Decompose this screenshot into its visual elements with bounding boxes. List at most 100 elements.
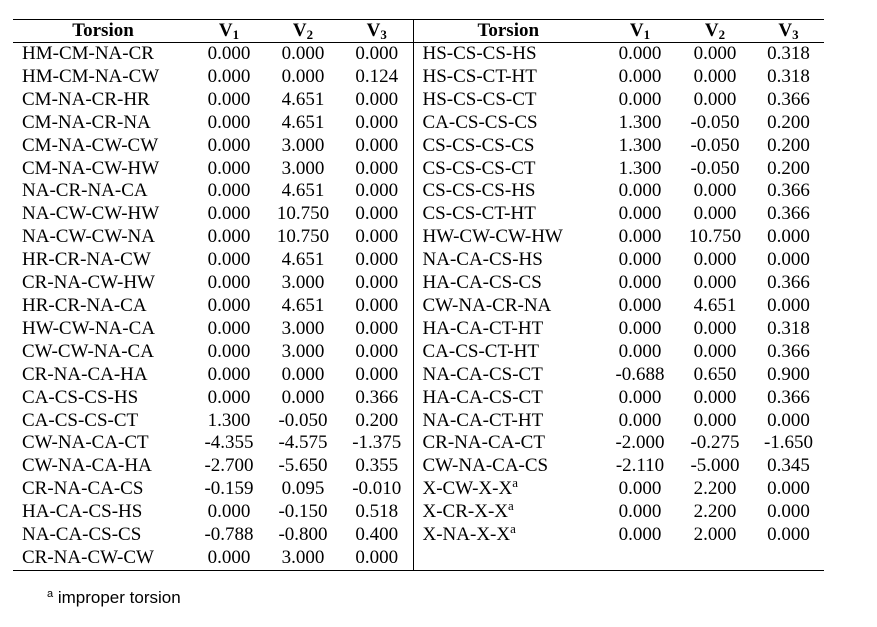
torsion-name: HR-CR-NA-CA (13, 295, 193, 318)
torsion-label: CW-NA-CA-CS (422, 455, 549, 477)
value-text: 0.900 (767, 363, 810, 385)
v1-value: 0.000 (603, 180, 677, 203)
v2-value: 0.000 (677, 341, 753, 364)
improper-marker: a (508, 498, 514, 514)
v1-value: 0.000 (603, 524, 677, 547)
value-text: -2.110 (615, 455, 665, 477)
v3-value: 0.000 (753, 501, 824, 524)
v2-value: 10.750 (265, 203, 341, 226)
table-row: CR-NA-CW-HW 0.000 3.000 0.000 HA-CA-CS-CS 0.0… (13, 272, 824, 295)
value-text: 0.000 (207, 272, 251, 294)
v2-value: 0.000 (265, 387, 341, 410)
table-row: HW-CW-NA-CA 0.000 3.000 0.000 HA-CA-CT-HT 0.0… (13, 317, 824, 341)
value-text: 0.366 (767, 340, 810, 362)
value-text: 0.000 (355, 43, 399, 64)
header-torsion-right: Torsion (413, 19, 603, 43)
v1-value: 0.000 (193, 112, 265, 135)
value-text: 0.000 (693, 249, 737, 271)
torsion-label: HW-CW-CW-HW (422, 226, 563, 248)
torsion-name: CW-NA-CA-HA (13, 455, 193, 478)
value-text: 0.000 (693, 88, 737, 110)
v1-value: 0.000 (193, 501, 265, 524)
value-text: 0.200 (767, 134, 810, 156)
value-text: 0.000 (207, 65, 251, 87)
value-text: 0.000 (767, 501, 810, 523)
table-row: CM-NA-CR-NA 0.000 4.651 0.000 CA-CS-CS-CS 1.3… (13, 111, 824, 135)
v1-value: 1.300 (603, 135, 677, 158)
v3-value: -0.010 (341, 478, 414, 502)
v3-value: 0.366 (753, 203, 824, 226)
table-row: HM-CM-NA-CR 0.000 0.000 0.000 HS-CS-CS-HS 0.0… (13, 42, 824, 66)
torsion-name: CR-NA-CA-HA (13, 364, 193, 387)
value-text: 0.000 (207, 340, 251, 362)
torsion-name: HR-CR-NA-CW (13, 249, 193, 272)
v2-value: 0.000 (677, 203, 753, 226)
v3-value: 0.000 (341, 42, 414, 66)
value-text: 0.000 (618, 226, 662, 248)
value-text: 4.651 (693, 294, 737, 316)
value-text: 0.000 (767, 409, 810, 431)
value-text: 0.366 (767, 203, 810, 225)
v3-value: -1.650 (753, 432, 824, 455)
torsion-label: CR-NA-CW-HW (22, 272, 155, 294)
v2-value: 0.000 (677, 66, 753, 89)
v2-value: 3.000 (265, 547, 341, 570)
value-text: -0.050 (690, 111, 740, 133)
v2-value: -0.800 (265, 524, 341, 547)
value-text: 1.300 (618, 111, 662, 133)
v1-value: 1.300 (603, 112, 677, 135)
torsion-label: CW-NA-CR-NA (422, 294, 552, 316)
torsion-name: NA-CW-CW-NA (13, 226, 193, 249)
value-text: 3.000 (281, 272, 325, 294)
torsion-name: HW-CW-NA-CA (13, 318, 193, 341)
header-v2-left: V2 (265, 19, 341, 43)
torsion-label: CM-NA-CR-HR (22, 88, 150, 110)
torsion-name: HM-CM-NA-CR (13, 43, 193, 66)
torsion-label: CA-CS-CT-HT (422, 340, 539, 362)
v1-value: 0.000 (603, 249, 677, 272)
value-text: 0.000 (693, 409, 737, 431)
v3-value: 0.318 (753, 43, 824, 66)
v1-value: -0.688 (603, 364, 677, 387)
table-row: NA-CW-CW-HW 0.000 10.750 0.000 CS-CS-CT-HT 0.… (13, 203, 824, 227)
value-text: 0.318 (767, 43, 810, 64)
v3-value: 0.200 (753, 135, 824, 158)
value-text: -0.010 (352, 478, 402, 500)
v2-value: 0.000 (677, 410, 753, 433)
value-text: 0.000 (618, 386, 662, 408)
v1-value: -4.355 (193, 432, 265, 455)
torsion-label: CR-NA-CA-CT (422, 432, 545, 454)
v1-value: 0.000 (603, 501, 677, 524)
torsion-label: CA-CS-CS-HS (22, 386, 139, 408)
torsion-name: NA-CA-CS-CT (413, 364, 603, 387)
torsion-label: CW-NA-CA-HA (22, 455, 152, 477)
v2-value: -4.575 (265, 432, 341, 455)
value-text: 0.000 (618, 524, 662, 546)
value-text: 1.300 (618, 157, 662, 179)
value-text: 3.000 (281, 157, 325, 179)
value-text: 1.300 (618, 134, 662, 156)
value-text: 0.345 (767, 455, 810, 477)
torsion-label: NA-CR-NA-CA (22, 180, 148, 202)
table-row: CM-NA-CW-CW 0.000 3.000 0.000 CS-CS-CS-CS 1.3… (13, 134, 824, 158)
v1-value: 0.000 (193, 547, 265, 570)
torsion-name: HS-CS-CS-CT (413, 89, 603, 112)
v2-value: 3.000 (265, 135, 341, 158)
v1-value: 0.000 (193, 364, 265, 387)
v2-value: -5.650 (265, 455, 341, 478)
v2-value: 10.750 (265, 226, 341, 249)
v3-value: 0.000 (753, 478, 824, 501)
value-text: 0.355 (355, 455, 399, 477)
v3-value: 0.518 (341, 501, 414, 525)
value-text: 10.750 (688, 226, 742, 248)
v2-value: -0.050 (677, 158, 753, 181)
torsion-name: CA-CS-CS-HS (13, 387, 193, 410)
value-text: 0.000 (618, 294, 662, 316)
torsion-label: CM-NA-CR-NA (22, 111, 151, 133)
value-text: 0.366 (355, 386, 399, 408)
value-text: -0.050 (690, 134, 740, 156)
v1-value: 0.000 (603, 272, 677, 295)
value-text: -0.688 (615, 363, 665, 385)
v2-value: 4.651 (265, 295, 341, 318)
table-row: NA-CR-NA-CA 0.000 4.651 0.000 CS-CS-CS-HS 0.0… (13, 180, 824, 204)
